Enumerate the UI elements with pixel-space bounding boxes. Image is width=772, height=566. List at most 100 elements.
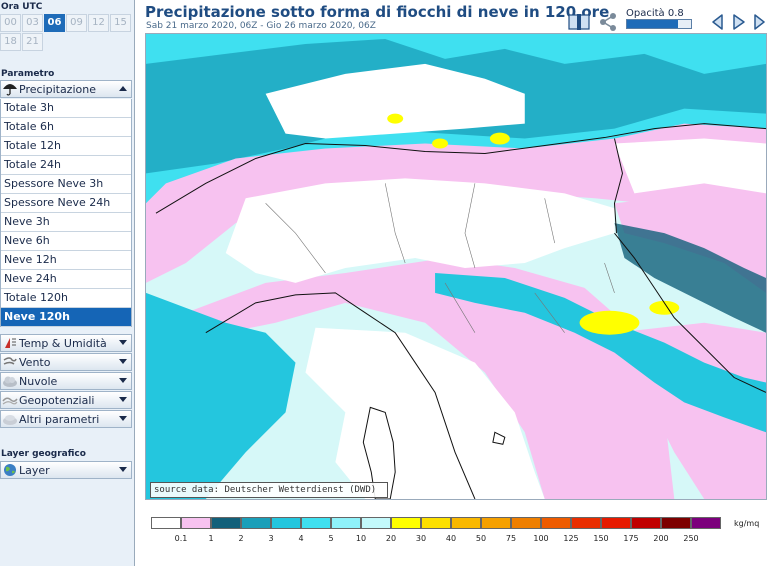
legend-label: 200	[653, 534, 669, 543]
expand-icon	[119, 359, 127, 364]
hour-cell[interactable]: 18	[0, 33, 21, 51]
param-item[interactable]: Totale 24h	[1, 156, 131, 175]
legend-label: 75	[505, 534, 517, 543]
param-item[interactable]: Totale 120h	[1, 289, 131, 308]
legend-label: 250	[683, 534, 699, 543]
group-label: Nuvole	[19, 375, 58, 388]
geopotential-icon	[2, 393, 18, 407]
corsica-outline	[362, 406, 396, 499]
next-icon[interactable]	[749, 13, 769, 31]
legend-swatch	[421, 517, 451, 529]
balkan-white	[614, 138, 766, 194]
layer-header-label: Layer	[19, 464, 50, 477]
legend-label: 5	[328, 534, 334, 543]
prev-icon[interactable]	[708, 13, 728, 31]
collapse-icon	[119, 86, 127, 91]
legend-label: 175	[623, 534, 639, 543]
legend-swatch	[151, 517, 181, 529]
legend-swatch	[451, 517, 481, 529]
param-item[interactable]: Totale 12h	[1, 137, 131, 156]
play-icon[interactable]	[731, 13, 747, 31]
adriatic-teal-band	[614, 223, 766, 333]
legend-swatch	[271, 517, 301, 529]
sidebar: Ora UTC 00 03 06 09 12 15 18 21 Parametro Preci…	[0, 0, 135, 566]
hour-cell[interactable]: 21	[22, 33, 43, 51]
legend-swatch	[211, 517, 241, 529]
legend-swatch	[601, 517, 631, 529]
coastline-adriatic	[614, 232, 766, 393]
param-item[interactable]: Neve 12h	[1, 251, 131, 270]
param-item[interactable]: Neve 3h	[1, 213, 131, 232]
yellow-spot-2	[649, 300, 680, 315]
layer-header[interactable]: Layer	[0, 461, 132, 479]
po-valley-white	[225, 178, 615, 283]
legend-label: 10	[355, 534, 367, 543]
legend-swatch	[631, 517, 661, 529]
legend-label: 40	[445, 534, 457, 543]
group-header[interactable]: Geopotenziali	[0, 391, 132, 409]
pink-zone-north	[146, 123, 766, 283]
param-item[interactable]: Neve 6h	[1, 232, 131, 251]
page-subtitle: Sab 21 marzo 2020, 06Z - Gio 26 marzo 20…	[146, 21, 376, 31]
legend-label: 125	[563, 534, 579, 543]
north-alpine-white	[265, 63, 525, 139]
expand-icon	[119, 378, 127, 383]
legend-swatch	[241, 517, 271, 529]
legend-swatch	[301, 517, 331, 529]
param-item[interactable]: Spessore Neve 3h	[1, 175, 131, 194]
yellow-spot-5	[432, 138, 449, 149]
expand-icon	[119, 467, 127, 472]
param-item[interactable]: Neve 120h	[1, 308, 131, 327]
page-title: Precipitazione sotto forma di fiocchi di…	[145, 3, 610, 21]
group-header[interactable]: Temp & Umidità	[0, 334, 132, 352]
temp-humidity-icon	[2, 336, 18, 350]
legend-label: 1	[208, 534, 214, 543]
group-header[interactable]: Nuvole	[0, 372, 132, 390]
legend-label: 100	[533, 534, 549, 543]
legend-swatch	[181, 517, 211, 529]
yellow-spot-3	[489, 132, 510, 145]
group-label: Geopotenziali	[19, 394, 95, 407]
param-label: Parametro	[1, 69, 55, 79]
param-item[interactable]: Totale 3h	[1, 99, 131, 118]
hour-cell[interactable]: 03	[22, 14, 43, 32]
expand-icon	[119, 416, 127, 421]
hour-cell[interactable]: 09	[66, 14, 87, 32]
tyrrhenian-cyan-band	[146, 292, 296, 499]
hour-cell[interactable]: 12	[88, 14, 109, 32]
param-item[interactable]: Neve 24h	[1, 270, 131, 289]
hour-cell[interactable]: 00	[0, 14, 21, 32]
param-item[interactable]: Spessore Neve 24h	[1, 194, 131, 213]
group-header[interactable]: Vento	[0, 353, 132, 371]
cloud-icon	[2, 374, 18, 388]
border-slovenia	[613, 138, 623, 234]
legend-label: 20	[385, 534, 397, 543]
legend-swatch	[391, 517, 421, 529]
coastline-ligurian	[205, 292, 476, 499]
tuscany-white	[305, 327, 545, 499]
group-label: Vento	[19, 356, 51, 369]
hour-cell[interactable]: 06	[44, 14, 65, 32]
group-header[interactable]: Altri parametri	[0, 410, 132, 428]
param-list: Totale 3h Totale 6h Totale 12h Totale 24h Sp…	[0, 99, 132, 327]
precip-header[interactable]: Precipitazione	[0, 80, 132, 98]
legend-swatch	[541, 517, 571, 529]
legend-label: 2	[238, 534, 244, 543]
legend-label: 50	[475, 534, 487, 543]
expand-icon	[119, 340, 127, 345]
legend-label: 4	[298, 534, 304, 543]
hour-cell[interactable]: 15	[110, 14, 131, 32]
book-icon[interactable]	[568, 13, 590, 31]
elba-outline	[492, 431, 506, 445]
legend-label: 150	[593, 534, 609, 543]
opacity-slider[interactable]	[626, 19, 692, 29]
legend-swatch	[481, 517, 511, 529]
umbrella-icon	[3, 84, 17, 96]
legend-swatch	[511, 517, 541, 529]
wind-icon	[2, 355, 18, 369]
share-icon[interactable]	[598, 13, 618, 31]
legend-label: 30	[415, 534, 427, 543]
param-item[interactable]: Totale 6h	[1, 118, 131, 137]
legend-swatch	[571, 517, 601, 529]
precipitation-map[interactable]	[145, 33, 767, 500]
